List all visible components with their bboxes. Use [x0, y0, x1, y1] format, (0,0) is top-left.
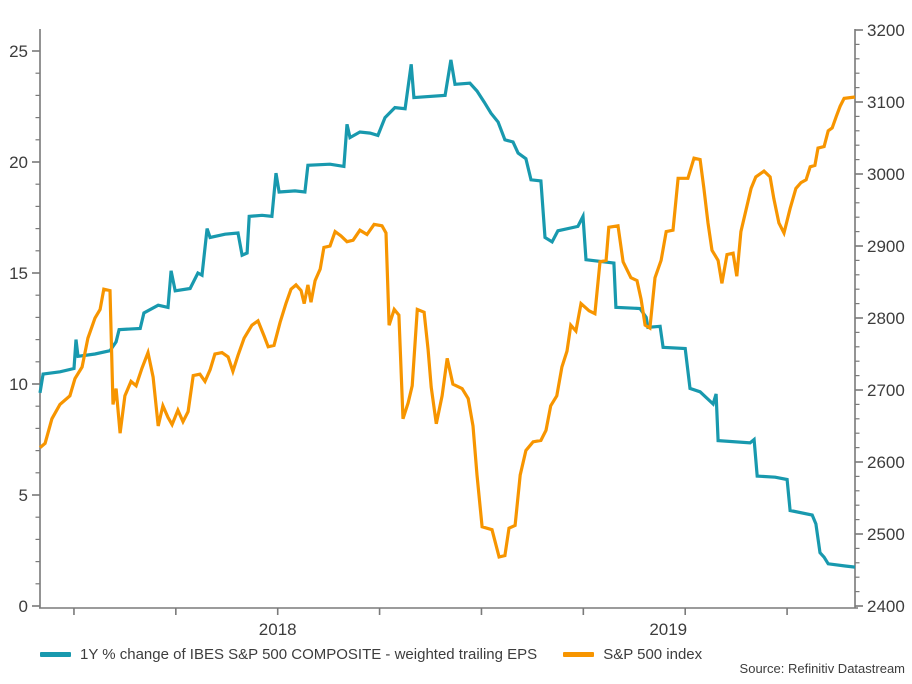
svg-text:2900: 2900	[867, 237, 905, 256]
svg-text:2400: 2400	[867, 597, 905, 616]
svg-text:25: 25	[9, 42, 28, 61]
svg-text:5: 5	[19, 486, 28, 505]
source-credit: Source: Refinitiv Datastream	[739, 661, 905, 676]
svg-text:3200: 3200	[867, 21, 905, 40]
svg-text:3000: 3000	[867, 165, 905, 184]
svg-text:2700: 2700	[867, 381, 905, 400]
svg-text:2800: 2800	[867, 309, 905, 328]
legend-item-spx: S&P 500 index	[563, 646, 702, 663]
svg-text:0: 0	[19, 597, 28, 616]
chart-legend: 1Y % change of IBES S&P 500 COMPOSITE - …	[40, 646, 702, 663]
legend-item-eps: 1Y % change of IBES S&P 500 COMPOSITE - …	[40, 646, 537, 663]
legend-label-eps: 1Y % change of IBES S&P 500 COMPOSITE - …	[80, 646, 538, 663]
right-axis: 2400 2500 2600 2700 2800 2900 3000 3100 3200	[855, 21, 905, 616]
x-axis: 2018 2019	[73, 608, 788, 639]
eps-line-swatch-icon	[40, 652, 71, 657]
svg-text:10: 10	[9, 375, 28, 394]
svg-text:3100: 3100	[867, 93, 905, 112]
svg-text:2500: 2500	[867, 525, 905, 544]
left-axis: 0 5 10 15 20 25	[9, 42, 40, 616]
eps-change-line	[38, 59, 856, 569]
svg-text:2600: 2600	[867, 453, 905, 472]
svg-text:2018: 2018	[259, 620, 297, 639]
svg-text:20: 20	[9, 153, 28, 172]
axes	[39, 29, 858, 609]
spx-line-swatch-icon	[563, 652, 595, 657]
svg-text:2019: 2019	[649, 620, 687, 639]
svg-text:15: 15	[9, 264, 28, 283]
sp500-index-line	[38, 95, 856, 559]
legend-label-spx: S&P 500 index	[603, 646, 703, 663]
